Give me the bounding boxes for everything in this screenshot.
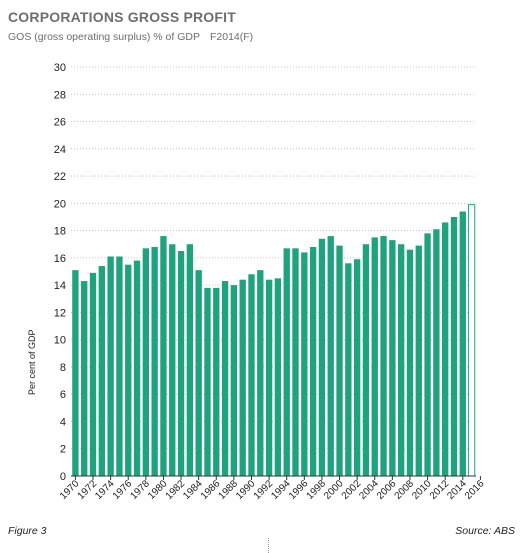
y-tick-label: 16	[54, 253, 66, 265]
bar	[177, 251, 185, 476]
y-tick-label: 4	[60, 416, 66, 428]
figure-label: Figure 3	[8, 525, 47, 537]
x-tick-label: 1984	[181, 478, 205, 502]
x-tick-label: 1978	[128, 478, 152, 502]
y-tick-label: 8	[60, 362, 66, 374]
bar	[98, 266, 105, 476]
x-tick-label: 1994	[269, 478, 293, 502]
y-tick-label: 22	[54, 171, 66, 183]
x-tick-label: 2010	[410, 478, 434, 502]
x-tick-label: 1990	[234, 478, 258, 502]
bar	[204, 287, 211, 476]
y-tick-label: 24	[54, 144, 66, 156]
bar	[318, 238, 326, 476]
x-tick-label: 2002	[340, 478, 364, 502]
bar	[72, 270, 79, 476]
subtitle-forecast-note: F2014(F)	[210, 31, 254, 43]
bar	[301, 252, 308, 476]
bar	[283, 248, 290, 476]
y-tick-label: 26	[54, 117, 66, 129]
bar	[186, 244, 194, 476]
bar	[81, 281, 88, 476]
bar	[151, 246, 158, 476]
x-tick-label: 1998	[305, 478, 329, 502]
bar	[353, 259, 361, 476]
x-tick-label: 1986	[199, 478, 223, 502]
bar-forecast	[467, 204, 476, 477]
y-tick-label: 12	[54, 307, 66, 319]
x-tick-label: 1992	[252, 478, 276, 502]
bar	[221, 281, 229, 476]
bar	[397, 244, 405, 476]
bar	[213, 287, 220, 476]
bar	[380, 236, 387, 476]
chart-subtitle: GOS (gross operating surplus) % of GDP F2…	[8, 31, 253, 43]
x-axis-ticks: 1970197219741976197819801982198419861988…	[58, 476, 487, 502]
x-tick-label: 1976	[111, 478, 135, 502]
bar	[345, 263, 352, 476]
x-tick-label: 1982	[164, 478, 188, 502]
bar	[239, 279, 246, 476]
bar	[160, 236, 167, 476]
bar	[125, 264, 132, 476]
bars	[72, 204, 476, 477]
y-tick-label: 14	[54, 280, 66, 292]
x-tick-label: 2000	[322, 478, 346, 502]
bottom-divider	[268, 538, 269, 553]
y-tick-label: 30	[54, 62, 66, 74]
bar	[362, 244, 370, 476]
bar	[89, 272, 97, 476]
x-tick-label: 2006	[375, 478, 399, 502]
y-tick-label: 10	[54, 335, 66, 347]
x-tick-label: 2004	[357, 478, 381, 502]
bar	[116, 256, 123, 476]
x-tick-label: 2014	[445, 478, 469, 502]
bar	[230, 285, 238, 476]
x-tick-label: 1988	[216, 478, 240, 502]
bar	[424, 233, 431, 476]
y-axis-title: Per cent of GDP	[27, 329, 37, 395]
bar	[371, 237, 378, 476]
grid-lines	[71, 66, 476, 450]
x-tick-label: 1972	[76, 478, 100, 502]
x-tick-label: 2016	[463, 478, 487, 502]
y-tick-label: 6	[60, 389, 66, 401]
x-tick-label: 1996	[287, 478, 311, 502]
source-label: Source: ABS	[455, 525, 515, 537]
bar	[265, 279, 273, 476]
subtitle-text: GOS (gross operating surplus) % of GDP	[8, 31, 200, 43]
x-tick-label: 1980	[146, 478, 170, 502]
bar	[107, 256, 114, 476]
bar	[142, 248, 150, 476]
bar	[169, 244, 176, 476]
bar	[274, 278, 282, 476]
y-tick-label: 0	[60, 471, 66, 483]
bar	[309, 246, 317, 476]
bar	[450, 216, 458, 476]
y-tick-label: 2	[60, 444, 66, 456]
bar	[292, 248, 299, 476]
y-tick-label: 18	[54, 226, 66, 238]
x-tick-label: 2008	[393, 478, 417, 502]
bar	[327, 236, 334, 476]
bar	[406, 249, 414, 476]
bar	[257, 270, 264, 476]
bar	[389, 240, 396, 476]
bar	[442, 222, 449, 476]
bar	[433, 229, 440, 476]
x-tick-label: 1974	[93, 478, 117, 502]
bar	[415, 245, 422, 476]
chart-title: CORPORATIONS GROSS PROFIT	[8, 9, 236, 25]
x-tick-label: 2012	[428, 478, 452, 502]
bar	[248, 274, 255, 476]
bar	[459, 211, 466, 476]
bar	[195, 270, 202, 476]
bar	[336, 245, 343, 476]
y-tick-label: 20	[54, 198, 66, 210]
bar	[133, 260, 141, 476]
y-tick-label: 28	[54, 89, 66, 101]
